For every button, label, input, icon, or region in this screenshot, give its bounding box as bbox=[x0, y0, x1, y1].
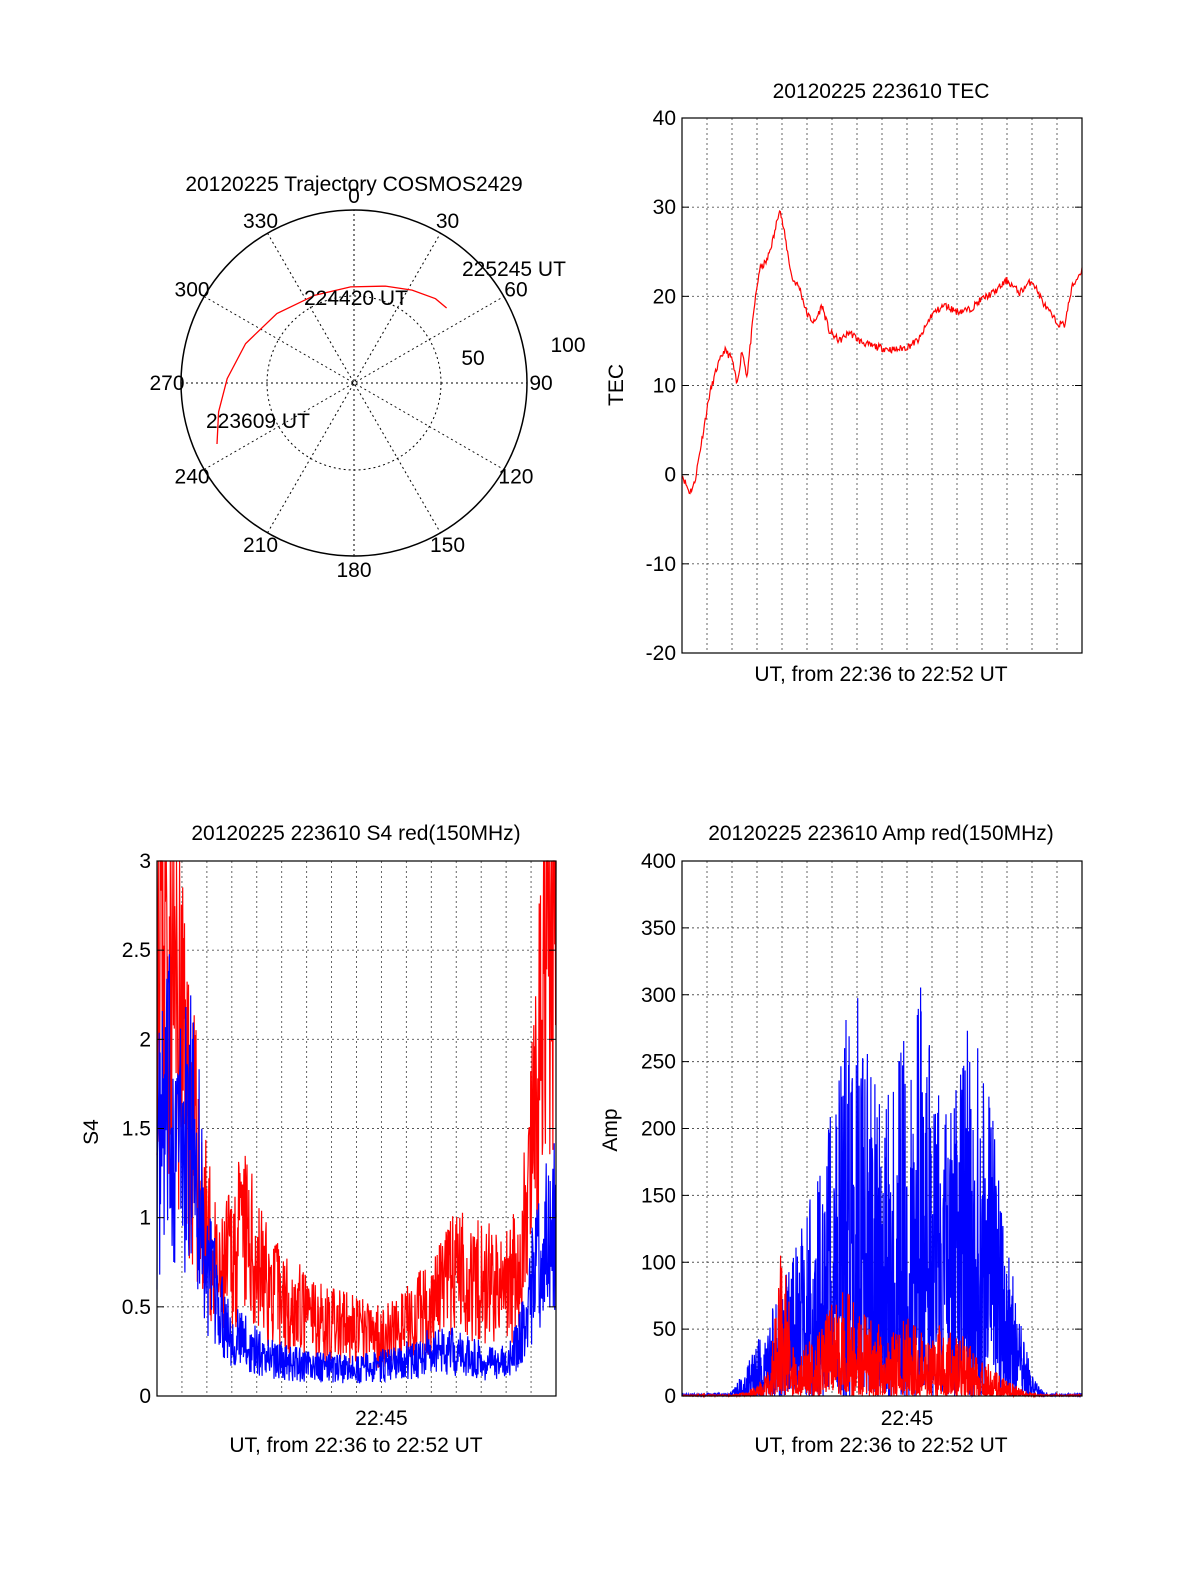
amp-y-tick-label: 200 bbox=[641, 1118, 676, 1141]
amp-chart: 20120225 223610 Amp red(150MHz) 0 50 100 15… bbox=[599, 822, 1083, 1457]
amp-y-tick-label: 400 bbox=[641, 850, 676, 873]
amp-title: 20120225 223610 Amp red(150MHz) bbox=[708, 822, 1054, 845]
polar-azimuth-label: 330 bbox=[243, 210, 278, 233]
s4-y-tick-label: 2 bbox=[139, 1028, 151, 1051]
s4-y-tick-label: 2.5 bbox=[122, 939, 151, 962]
polar-annotation-start: 223609 UT bbox=[206, 410, 310, 433]
tec-y-tick-label: -10 bbox=[646, 553, 676, 576]
tec-y-tick-label: 20 bbox=[653, 285, 676, 308]
tec-y-tick-label: 10 bbox=[653, 375, 676, 398]
s4-y-tick-label: 0.5 bbox=[122, 1296, 151, 1319]
tec-title: 20120225 223610 TEC bbox=[773, 80, 990, 103]
amp-y-tick-label: 0 bbox=[664, 1385, 676, 1408]
polar-radial-label-100: 100 bbox=[550, 334, 585, 357]
tec-x-axis-label: UT, from 22:36 to 22:52 UT bbox=[754, 663, 1007, 686]
s4-y-tick-label: 3 bbox=[139, 850, 151, 873]
polar-azimuth-label: 30 bbox=[436, 210, 459, 233]
polar-inner-circle bbox=[266, 295, 442, 471]
amp-y-axis-label: Amp bbox=[599, 1108, 622, 1151]
polar-trajectory-line bbox=[216, 285, 448, 445]
amp-blue-series-line bbox=[681, 987, 1083, 1399]
polar-azimuth-label: 120 bbox=[498, 466, 533, 489]
s4-x-tick-label: 22:45 bbox=[355, 1407, 408, 1430]
amp-y-tick-label: 150 bbox=[641, 1184, 676, 1207]
polar-azimuth-label: 300 bbox=[175, 279, 210, 302]
s4-y-axis-label: S4 bbox=[80, 1119, 103, 1145]
amp-x-axis-label: UT, from 22:36 to 22:52 UT bbox=[754, 1434, 1007, 1457]
tec-series-line bbox=[681, 209, 1083, 495]
tec-y-tick-label: -20 bbox=[646, 642, 676, 665]
s4-x-axis-label: UT, from 22:36 to 22:52 UT bbox=[229, 1434, 482, 1457]
amp-y-tick-label: 250 bbox=[641, 1051, 676, 1074]
polar-azimuth-label: 0 bbox=[348, 185, 360, 208]
tec-y-tick-label: 0 bbox=[664, 464, 676, 487]
polar-trajectory-chart: 20120225 Trajectory COSMOS2429 0 30 60 90 12… bbox=[149, 173, 585, 582]
amp-y-tick-label: 300 bbox=[641, 984, 676, 1007]
s4-y-tick-label: 0 bbox=[139, 1385, 151, 1408]
tec-y-tick-label: 40 bbox=[653, 107, 676, 130]
s4-red-series-line bbox=[156, 860, 557, 1368]
tec-y-axis-label: TEC bbox=[605, 364, 628, 406]
amp-y-tick-label: 100 bbox=[641, 1251, 676, 1274]
polar-annotation-mid: 224420 UT bbox=[304, 287, 408, 310]
tec-gridlines bbox=[682, 118, 1082, 653]
s4-blue-series-line bbox=[156, 954, 557, 1384]
s4-y-tick-label: 1 bbox=[139, 1207, 151, 1230]
s4-chart: 20120225 223610 S4 red(150MHz) 0 0.5 1 1.5 2… bbox=[80, 822, 557, 1457]
s4-y-tick-label: 1.5 bbox=[122, 1118, 151, 1141]
polar-azimuth-label: 60 bbox=[504, 279, 527, 302]
polar-azimuth-label: 210 bbox=[243, 534, 278, 557]
tec-y-tick-label: 30 bbox=[653, 196, 676, 219]
polar-azimuth-label: 270 bbox=[149, 372, 184, 395]
polar-radial-label-50: 50 bbox=[461, 347, 484, 370]
polar-title: 20120225 Trajectory COSMOS2429 bbox=[185, 173, 522, 196]
polar-annotation-end: 225245 UT bbox=[462, 258, 566, 281]
polar-azimuth-label: 150 bbox=[430, 534, 465, 557]
amp-y-tick-label: 50 bbox=[653, 1318, 676, 1341]
polar-azimuth-label: 90 bbox=[529, 372, 552, 395]
s4-title: 20120225 223610 S4 red(150MHz) bbox=[191, 822, 520, 845]
polar-azimuth-label: 180 bbox=[336, 559, 371, 582]
amp-x-tick-label: 22:45 bbox=[881, 1407, 934, 1430]
amp-y-tick-label: 350 bbox=[641, 917, 676, 940]
polar-azimuth-label: 240 bbox=[175, 466, 210, 489]
